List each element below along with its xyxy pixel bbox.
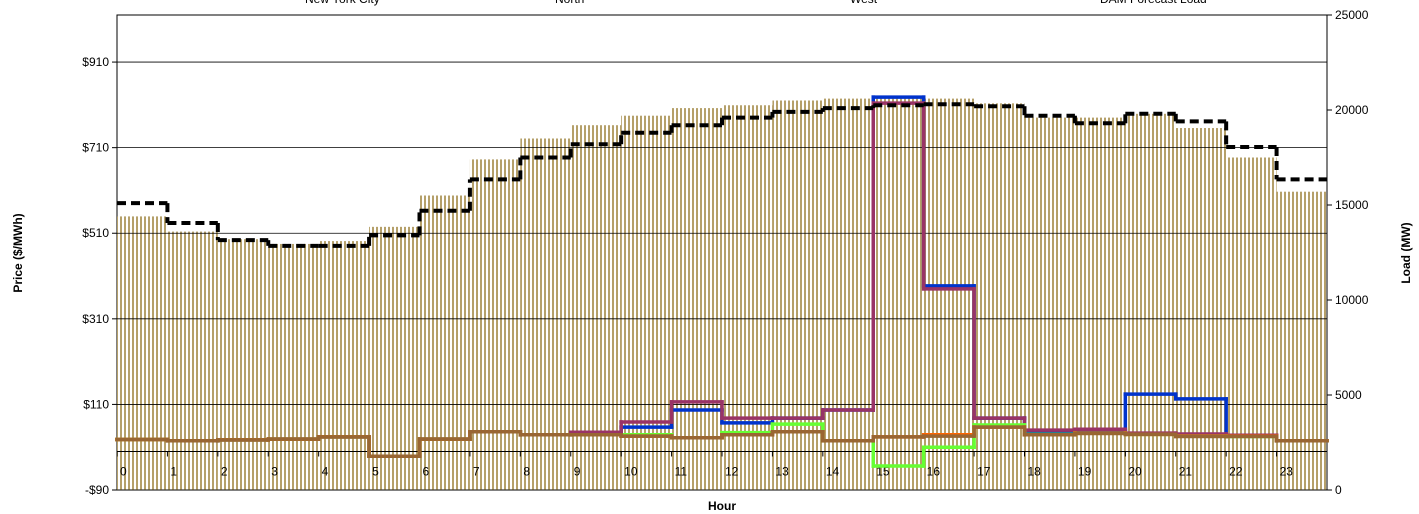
x-tick-label: 14 [826,464,840,478]
x-tick-label: 12 [725,464,739,478]
load-bar [217,239,269,490]
load-bar [722,105,773,490]
y2-tick-label: 15000 [1335,198,1369,212]
load-bar [318,241,370,490]
load-bar [974,103,1025,490]
x-tick-label: 19 [1078,464,1092,478]
load-bar [822,98,874,490]
load-bar [520,138,571,490]
y2-tick-label: 0 [1335,483,1342,497]
x-tick-label: 5 [372,464,379,478]
load-bar [268,243,319,490]
x-tick-label: 7 [473,464,480,478]
load-bar [570,125,622,490]
y2-tick-label: 5000 [1335,388,1362,402]
legend-label: North [555,0,584,6]
x-tick-label: 10 [624,464,638,478]
y-axis-title: Price ($/MWh) [11,213,25,292]
x-tick-label: 11 [675,464,688,478]
x-tick-label: 4 [322,464,329,478]
load-bar [369,226,420,490]
x-tick-label: 2 [221,464,228,478]
x-tick-label: 22 [1229,464,1243,478]
y2-tick-label: 20000 [1335,103,1369,117]
load-bar [469,159,521,490]
x-tick-label: 20 [1128,464,1142,478]
y2-tick-label: 10000 [1335,293,1369,307]
y-tick-label: $110 [83,397,109,411]
load-bar [1226,157,1277,490]
y-tick-label: $510 [82,226,109,240]
load-bar [671,108,722,490]
y2-axis-title: Load (MW) [1399,222,1413,283]
x-axis-title: Hour [708,499,736,513]
y-tick-label: -$90 [85,483,109,497]
x-tick-label: 8 [523,464,530,478]
load-bar [419,195,470,490]
legend-label: West [850,0,878,6]
y2-tick-label: 25000 [1335,8,1369,22]
x-tick-label: 3 [271,464,278,478]
y-tick-label: $910 [82,55,109,69]
legend-label: DAM Forecast Load [1100,0,1207,6]
load-bar [117,216,168,490]
load-bar [1125,113,1176,491]
x-tick-label: 16 [927,464,941,478]
x-tick-label: 17 [977,464,991,478]
x-tick-label: 23 [1280,464,1294,478]
load-bar [167,231,218,490]
load-bar [873,96,924,490]
load-bar [923,98,975,490]
x-tick-label: 15 [876,464,890,478]
x-tick-label: 18 [1028,464,1042,478]
x-tick-label: 1 [170,464,177,478]
x-tick-label: 6 [423,464,430,478]
legend-label: New York City [305,0,380,6]
x-tick-label: 21 [1179,464,1193,478]
y-tick-label: $710 [82,141,109,155]
x-tick-label: 13 [775,464,789,478]
load-bar [1024,117,1075,490]
x-tick-label: 9 [574,464,581,478]
y-tick-label: $310 [82,312,109,326]
x-tick-label: 0 [120,464,127,478]
load-bar [1175,128,1227,491]
load-bar [1276,191,1327,490]
